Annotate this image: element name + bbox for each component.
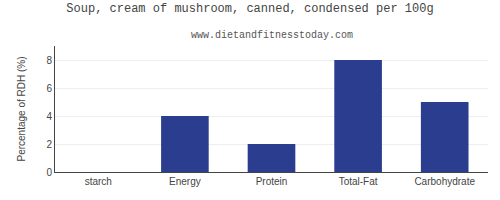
svg-text:4: 4 — [46, 111, 52, 122]
svg-text:6: 6 — [46, 83, 52, 94]
svg-text:0: 0 — [46, 167, 52, 178]
svg-text:Protein: Protein — [256, 176, 288, 187]
svg-text:Percentage of RDH (%): Percentage of RDH (%) — [16, 56, 27, 161]
svg-text:Soup, cream of mushroom, canne: Soup, cream of mushroom, canned, condens… — [66, 2, 433, 16]
svg-text:2: 2 — [46, 139, 52, 150]
svg-text:www.dietandfitnesstoday.com: www.dietandfitnesstoday.com — [191, 30, 353, 41]
svg-text:Energy: Energy — [169, 176, 201, 187]
svg-text:Carbohydrate: Carbohydrate — [414, 176, 475, 187]
svg-text:Total-Fat: Total-Fat — [339, 176, 378, 187]
svg-text:starch: starch — [85, 176, 112, 187]
svg-text:8: 8 — [46, 55, 52, 66]
